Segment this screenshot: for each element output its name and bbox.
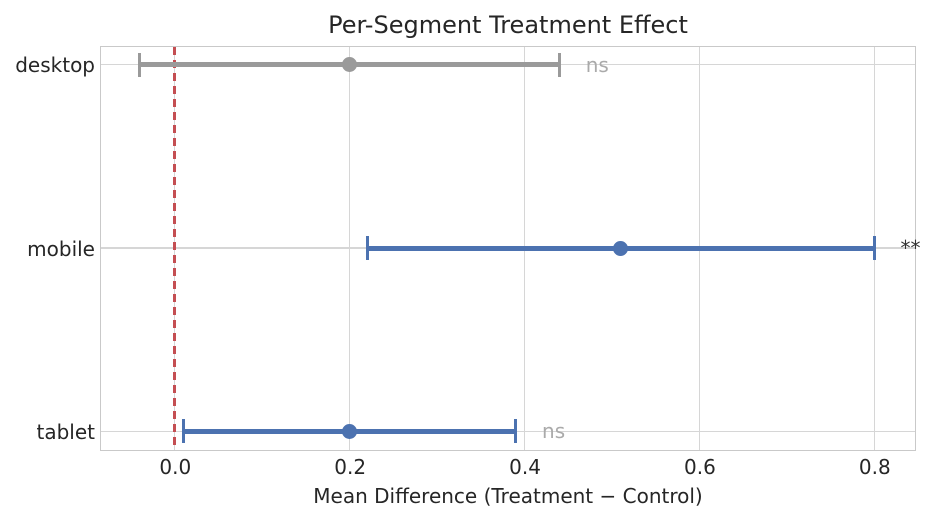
zero-reference-line [173, 46, 177, 450]
ci-cap-high [514, 419, 518, 444]
mean-marker [613, 240, 629, 256]
significance-label: ** [900, 236, 921, 260]
x-tick-label: 0.0 [159, 455, 192, 479]
significance-label: ns [585, 52, 609, 77]
ci-cap-high [872, 236, 876, 260]
mean-marker [342, 57, 358, 73]
x-tick-label: 0.2 [334, 455, 367, 479]
chart-title: Per-Segment Treatment Effect [328, 11, 688, 39]
ci-cap-low [138, 52, 142, 77]
ci-cap-low [365, 236, 369, 260]
y-tick-label: tablet [36, 419, 96, 444]
x-tick-label: 0.8 [858, 455, 891, 479]
significance-label: ns [542, 419, 566, 444]
ci-cap-low [182, 419, 186, 444]
v-gridline [349, 46, 351, 450]
x-tick-label: 0.6 [684, 455, 716, 479]
x-axis-label: Mean Difference (Treatment − Control) [313, 484, 703, 508]
x-tick-label: 0.4 [509, 455, 541, 479]
plot-area: ns ** ns [99, 45, 921, 451]
ci-cap-high [558, 52, 562, 77]
mean-marker [342, 423, 358, 439]
y-tick-label: mobile [27, 236, 95, 261]
y-tick-label: desktop [15, 53, 95, 78]
